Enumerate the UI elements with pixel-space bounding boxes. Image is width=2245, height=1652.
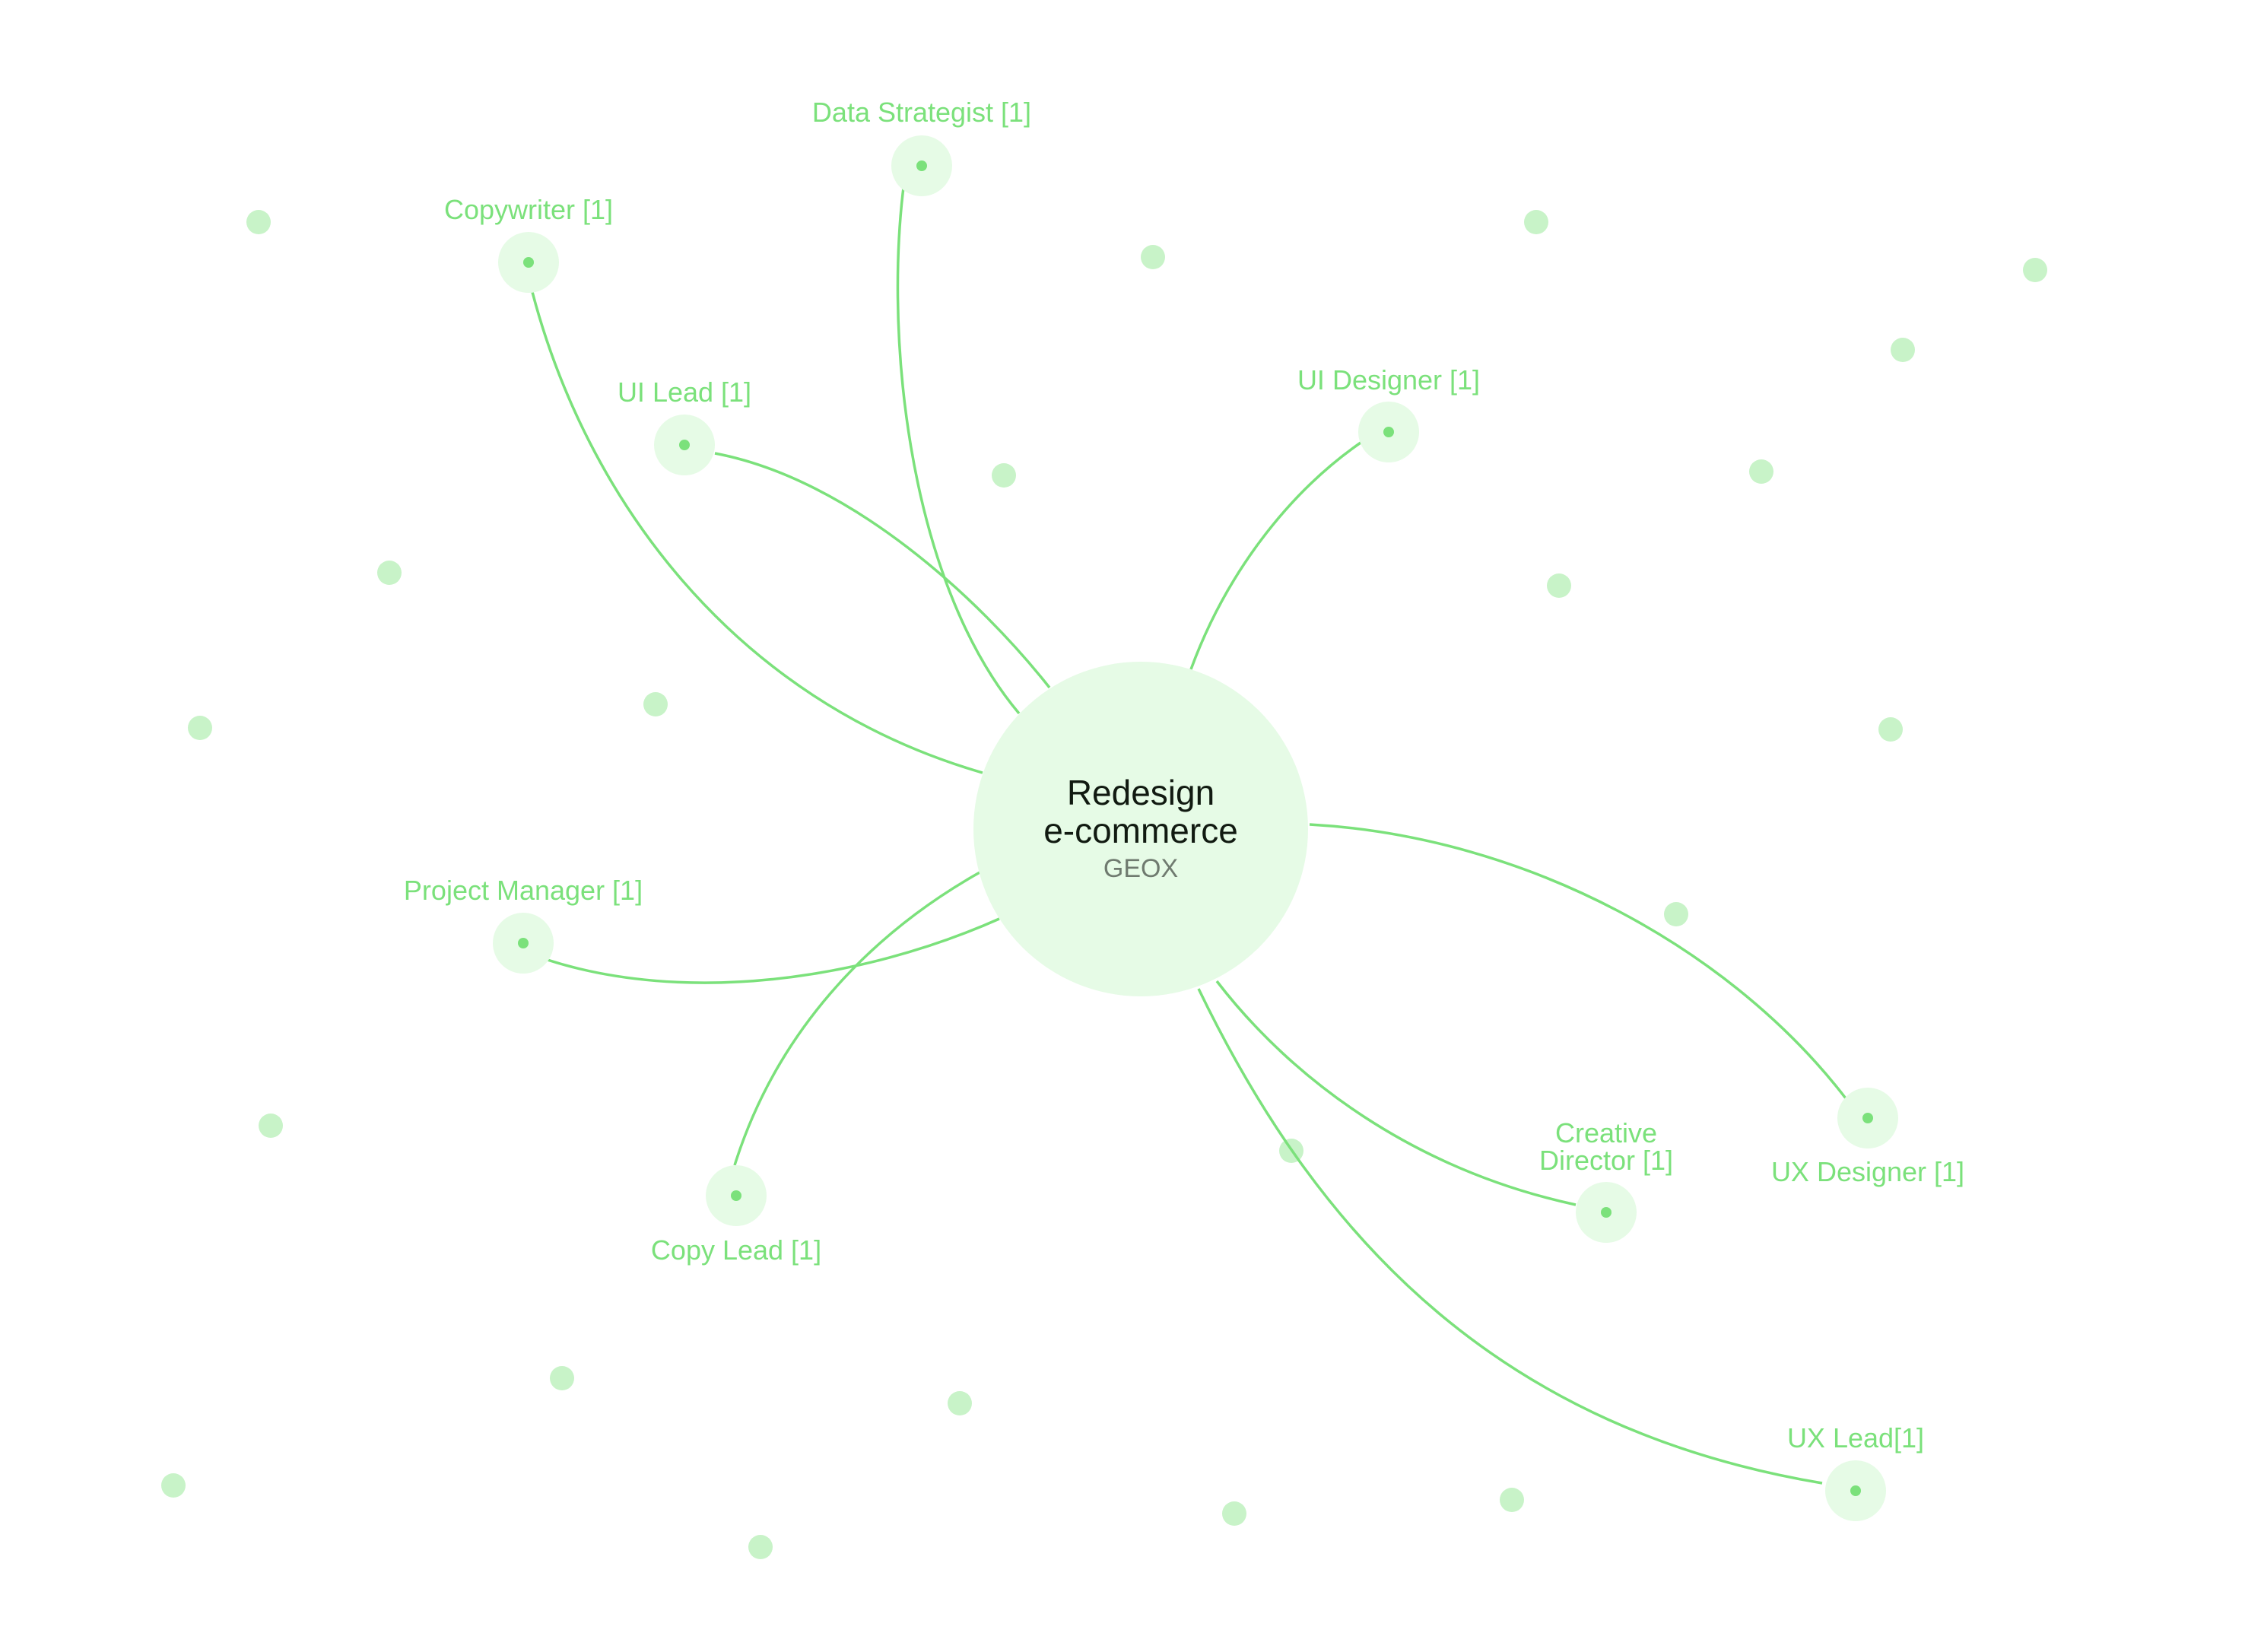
role-label-ui-lead: UI Lead [1] [618, 376, 751, 408]
role-label-ux-designer: UX Designer [1] [1771, 1156, 1964, 1187]
role-label-copywriter: Copywriter [1] [444, 194, 613, 225]
center-node[interactable]: Redesign e-commerce GEOX [973, 662, 1308, 996]
connectors [531, 165, 1850, 1485]
bg-dot [1222, 1501, 1246, 1526]
connector-data-strategist [896, 165, 1021, 715]
role-label-copy-lead: Copy Lead [1] [651, 1234, 821, 1266]
bg-dot [748, 1535, 773, 1559]
connector-copywriter [531, 291, 983, 774]
role-node-dot [731, 1190, 741, 1201]
connector-ux-designer [1309, 823, 1850, 1103]
bg-dot [948, 1391, 972, 1415]
role-node-data-strategist[interactable]: Data Strategist [1] [812, 97, 1031, 196]
role-node-ui-lead[interactable]: UI Lead [1] [618, 376, 751, 475]
bg-dot [992, 463, 1016, 488]
center-title-line2: e-commerce [1043, 811, 1238, 850]
bg-dot [1878, 717, 1903, 742]
connector-ux-lead [1197, 988, 1823, 1485]
bg-dot [377, 561, 402, 585]
role-node-dot [1850, 1485, 1861, 1496]
bg-dot [1749, 459, 1773, 484]
center-title-line1: Redesign [1067, 773, 1215, 812]
role-node-project-manager[interactable]: Project Manager [1] [404, 875, 643, 974]
bg-dot [1891, 338, 1915, 362]
bg-dot [1500, 1488, 1524, 1512]
role-node-dot [1601, 1207, 1612, 1218]
bg-dot [188, 716, 212, 740]
role-node-ui-designer[interactable]: UI Designer [1] [1297, 364, 1480, 462]
role-node-creative-director[interactable]: Creative Director [1] [1539, 1117, 1673, 1243]
bg-dot [246, 210, 271, 234]
role-label-creative-director-line1: Creative [1555, 1117, 1657, 1148]
role-node-dot [1862, 1113, 1873, 1123]
role-node-ux-designer[interactable]: UX Designer [1] [1771, 1088, 1964, 1187]
role-label-creative-director-line2: Director [1] [1539, 1145, 1673, 1176]
connector-project-manager [547, 917, 1000, 984]
bg-dot [161, 1473, 186, 1498]
role-node-dot [679, 440, 690, 450]
role-node-dot [518, 938, 529, 948]
bg-dot [550, 1366, 574, 1390]
connector-ui-designer [1189, 440, 1364, 670]
connector-creative-director [1215, 980, 1577, 1206]
center-node-circle [973, 662, 1308, 996]
center-subtitle: GEOX [1103, 854, 1178, 883]
role-node-ux-lead[interactable]: UX Lead[1] [1787, 1422, 1924, 1521]
bg-dot [1664, 902, 1688, 926]
role-label-ui-designer: UI Designer [1] [1297, 364, 1480, 396]
role-node-dot [523, 257, 534, 268]
bg-dot [643, 692, 668, 716]
background-dots [161, 210, 2047, 1559]
role-label-ux-lead: UX Lead[1] [1787, 1422, 1924, 1453]
bg-dot [1524, 210, 1548, 234]
role-node-dot [1383, 427, 1394, 437]
connector-ui-lead [714, 452, 1051, 689]
role-node-copy-lead[interactable]: Copy Lead [1] [651, 1165, 821, 1266]
bg-dot [1547, 573, 1571, 598]
bg-dot [259, 1114, 283, 1138]
role-node-dot [916, 160, 927, 171]
role-label-project-manager: Project Manager [1] [404, 875, 643, 906]
role-label-data-strategist: Data Strategist [1] [812, 97, 1031, 128]
bg-dot [1141, 245, 1165, 269]
role-node-copywriter[interactable]: Copywriter [1] [444, 194, 613, 293]
connector-copy-lead [733, 870, 982, 1166]
bg-dot [2023, 258, 2047, 282]
